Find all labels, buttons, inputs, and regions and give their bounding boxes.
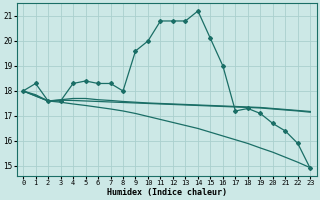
X-axis label: Humidex (Indice chaleur): Humidex (Indice chaleur)	[107, 188, 227, 197]
